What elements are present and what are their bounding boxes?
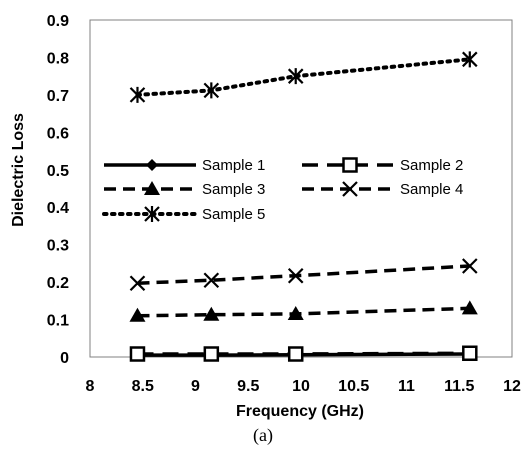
data-point (462, 51, 478, 68)
series-line (135, 57, 472, 97)
data-point (287, 267, 304, 284)
x-tick-labels: 8 8.5 9 9.5 10 10.5 11 11.5 12 (86, 378, 521, 395)
y-tick-label: 0.5 (47, 163, 69, 180)
data-point (287, 68, 304, 85)
data-point (462, 345, 478, 362)
series-layer (129, 51, 478, 362)
y-axis-title: Dielectric Loss (10, 113, 27, 227)
legend-item: Sample 3 (104, 181, 265, 198)
y-tick-labels: 0 0.1 0.2 0.3 0.4 0.5 0.6 0.7 0.8 0.9 (47, 13, 69, 367)
data-point (129, 346, 146, 362)
x-tick-label: 10.5 (338, 378, 369, 395)
data-point (462, 258, 478, 274)
x-tick-label: 12 (503, 378, 521, 395)
data-point (203, 346, 220, 362)
series-3 (129, 300, 478, 322)
x-tick-label: 9.5 (237, 378, 259, 395)
legend-marker (342, 181, 358, 197)
legend-item: Sample 4 (302, 181, 463, 198)
data-point (461, 300, 478, 315)
figure-caption: (a) (253, 425, 273, 446)
y-tick-label: 0.1 (47, 313, 69, 330)
series-line (137, 306, 470, 318)
x-tick-label: 11 (398, 378, 415, 395)
series-line (137, 264, 470, 285)
legend-item: Sample 1 (104, 157, 265, 174)
y-tick-label: 0.7 (47, 88, 69, 105)
y-tick-label: 0.9 (47, 13, 69, 30)
data-point (129, 307, 146, 322)
data-point (203, 82, 220, 99)
y-tick-label: 0.8 (47, 50, 69, 67)
x-tick-label: 11.5 (444, 378, 474, 395)
series-4 (129, 258, 478, 292)
y-tick-label: 0.2 (47, 275, 69, 292)
y-tick-label: 0.6 (47, 125, 69, 142)
series-2 (129, 345, 478, 362)
legend-marker (146, 159, 158, 171)
y-tick-label: 0.4 (47, 200, 69, 217)
legend-label: Sample 5 (202, 206, 265, 223)
data-point (129, 86, 146, 103)
y-tick-label: 0 (60, 350, 69, 367)
data-point (287, 305, 304, 320)
legend-marker (342, 157, 358, 173)
legend: Sample 1 Sample 2 Sample 3 Sample 4 Sample 5 (102, 157, 463, 223)
legend-item: Sample 5 (102, 206, 265, 223)
x-tick-label: 8.5 (132, 378, 154, 395)
data-point (203, 306, 220, 321)
legend-label: Sample 2 (400, 157, 463, 174)
x-tick-label: 8 (86, 378, 95, 395)
legend-marker (144, 181, 160, 195)
x-tick-label: 9 (191, 378, 200, 395)
x-tick-label: 10 (292, 378, 310, 395)
legend-label: Sample 1 (202, 157, 265, 174)
data-point (129, 275, 146, 292)
series-line (137, 351, 470, 356)
legend-label: Sample 3 (202, 181, 265, 198)
series-5 (129, 51, 478, 103)
data-point (287, 346, 304, 362)
legend-marker (144, 206, 160, 222)
legend-label: Sample 4 (400, 181, 463, 198)
x-axis-title: Frequency (GHz) (236, 403, 364, 420)
y-tick-label: 0.3 (47, 238, 69, 255)
data-point (203, 272, 220, 289)
legend-item: Sample 2 (302, 157, 463, 174)
